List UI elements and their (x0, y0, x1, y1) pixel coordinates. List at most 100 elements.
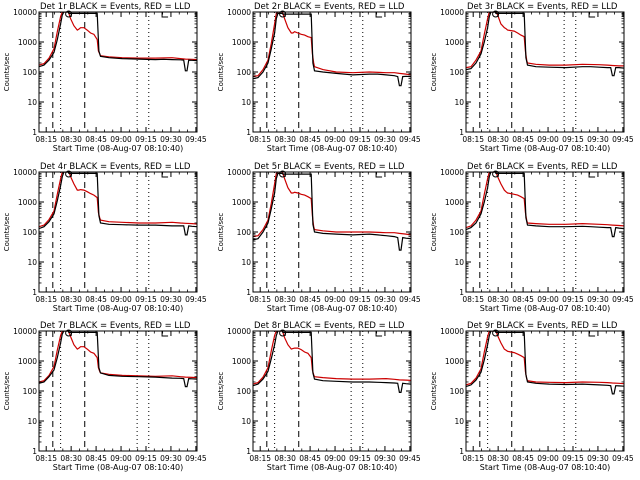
y-tick-label: 1000 (232, 38, 251, 47)
series-events (253, 12, 411, 87)
x-axis-label: Start Time (08-Aug-07 08:10:40) (267, 304, 398, 313)
series-events (253, 331, 411, 393)
x-tick-label: 09:15 (135, 135, 157, 144)
x-tick-label: 09:30 (374, 295, 396, 304)
panel-title: Det 5r BLACK = Events, RED = LLD (254, 162, 405, 172)
y-tick-label: 10 (27, 98, 37, 107)
y-tick-label: 1 (32, 447, 37, 456)
bracket-marker-icon (375, 331, 383, 337)
x-tick-label: 08:45 (85, 295, 107, 304)
x-tick-label: 08:30 (60, 454, 82, 463)
x-tick-label: 08:45 (512, 135, 534, 144)
bracket-marker-icon (161, 172, 169, 178)
x-tick-label: 08:15 (462, 135, 484, 144)
x-tick-label: 09:30 (587, 295, 609, 304)
series-events (39, 331, 197, 388)
y-tick-label: 10000 (440, 8, 464, 17)
x-tick-label: 09:45 (185, 135, 207, 144)
x-tick-label: 08:30 (274, 454, 296, 463)
y-tick-label: 100 (450, 387, 465, 396)
y-tick-label: 10000 (440, 168, 464, 177)
x-tick-label: 09:45 (612, 295, 634, 304)
panel-det-8r: Det 8r BLACK = Events, RED = LLD 1 10 100 10… (217, 321, 421, 472)
x-tick-label: 09:00 (537, 454, 559, 463)
y-axis-label: Counts/sec (430, 213, 438, 252)
series-lld (466, 331, 624, 386)
series-events (39, 172, 197, 236)
x-axis-label: Start Time (08-Aug-07 08:10:40) (480, 463, 611, 472)
x-tick-label: 08:45 (512, 295, 534, 304)
x-tick-label: 08:45 (299, 454, 321, 463)
series-events (466, 12, 624, 77)
x-tick-label: 08:15 (249, 454, 271, 463)
y-tick-label: 10000 (13, 8, 37, 17)
panel-title: Det 7r BLACK = Events, RED = LLD (40, 321, 191, 331)
panel-title: Det 1r BLACK = Events, RED = LLD (40, 2, 191, 12)
panel-det-9r: Det 9r BLACK = Events, RED = LLD 1 10 100 10… (430, 321, 634, 472)
x-tick-label: 09:15 (349, 295, 371, 304)
x-tick-label: 08:15 (35, 135, 57, 144)
x-tick-label: 09:00 (324, 295, 346, 304)
y-tick-label: 1 (32, 288, 37, 297)
x-tick-label: 08:30 (487, 135, 509, 144)
plot-frame (38, 171, 198, 293)
series-lld (466, 172, 624, 229)
x-tick-label: 09:00 (110, 135, 132, 144)
x-tick-label: 09:15 (562, 135, 584, 144)
panel-title: Det 9r BLACK = Events, RED = LLD (467, 321, 618, 331)
x-tick-label: 08:30 (274, 135, 296, 144)
panel-title: Det 2r BLACK = Events, RED = LLD (254, 2, 405, 12)
x-tick-label: 09:30 (587, 135, 609, 144)
y-tick-label: 100 (23, 68, 38, 77)
y-tick-label: 100 (23, 387, 38, 396)
bracket-marker-icon (161, 331, 169, 337)
x-tick-label: 09:30 (587, 454, 609, 463)
y-tick-label: 1000 (18, 198, 37, 207)
y-tick-label: 10 (454, 258, 464, 267)
x-tick-label: 09:15 (562, 295, 584, 304)
y-tick-label: 100 (23, 228, 38, 237)
y-axis-label: Counts/sec (430, 372, 438, 411)
x-axis-label: Start Time (08-Aug-07 08:10:40) (53, 463, 184, 472)
y-tick-label: 100 (450, 68, 465, 77)
y-axis-label: Counts/sec (3, 53, 11, 92)
series-lld (39, 12, 197, 66)
x-tick-label: 09:15 (135, 295, 157, 304)
series-events (253, 172, 411, 251)
series-lld (466, 12, 624, 69)
y-tick-label: 10 (241, 417, 251, 426)
x-tick-label: 08:45 (85, 454, 107, 463)
x-axis-label: Start Time (08-Aug-07 08:10:40) (53, 144, 184, 153)
y-tick-label: 10000 (227, 168, 251, 177)
x-axis-label: Start Time (08-Aug-07 08:10:40) (267, 144, 398, 153)
y-tick-label: 10 (27, 417, 37, 426)
y-tick-label: 1000 (232, 357, 251, 366)
x-tick-label: 08:15 (35, 454, 57, 463)
x-tick-label: 09:15 (349, 454, 371, 463)
x-tick-label: 08:30 (487, 295, 509, 304)
plot-frame (465, 330, 625, 452)
y-tick-label: 1 (246, 128, 251, 137)
bracket-marker-icon (588, 331, 596, 337)
series-lld (253, 331, 411, 385)
x-tick-label: 08:15 (35, 295, 57, 304)
series-lld (39, 172, 197, 228)
y-tick-label: 10000 (13, 327, 37, 336)
y-tick-label: 10 (241, 258, 251, 267)
y-tick-label: 1 (459, 128, 464, 137)
series-lld (39, 331, 197, 383)
x-tick-label: 09:30 (160, 295, 182, 304)
plot-frame (465, 171, 625, 293)
bracket-marker-icon (161, 12, 169, 18)
y-tick-label: 100 (237, 228, 252, 237)
bracket-marker-icon (375, 12, 383, 18)
panel-det-1r: Det 1r BLACK = Events, RED = LLD 1 10 100 10… (3, 2, 207, 153)
x-tick-label: 09:00 (324, 454, 346, 463)
x-tick-label: 09:45 (185, 454, 207, 463)
x-tick-label: 08:30 (60, 295, 82, 304)
x-tick-label: 08:30 (274, 295, 296, 304)
x-axis-label: Start Time (08-Aug-07 08:10:40) (53, 304, 184, 313)
series-events (466, 172, 624, 238)
x-tick-label: 09:30 (160, 454, 182, 463)
